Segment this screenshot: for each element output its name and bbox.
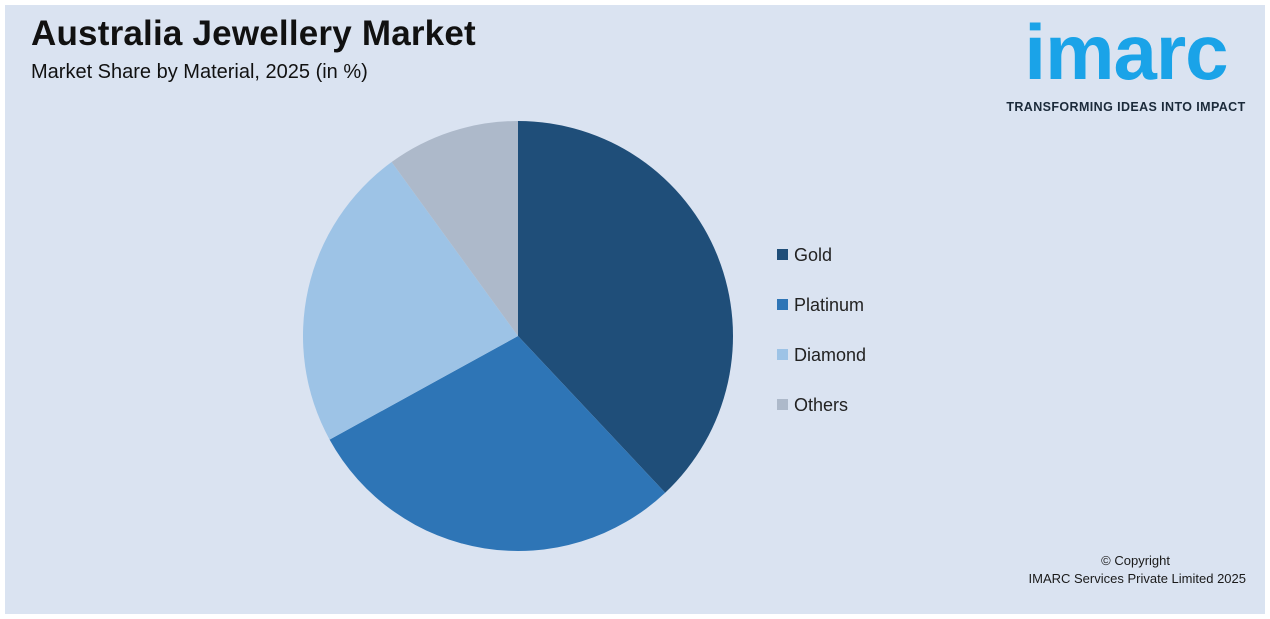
- legend-swatch-diamond: [777, 349, 788, 360]
- pie-slice-diamond: [302, 162, 518, 440]
- legend-label-others: Others: [794, 395, 848, 415]
- legend-label-gold: Gold: [794, 245, 832, 265]
- pie-slice-platinum: [329, 336, 666, 552]
- copyright-block: © Copyright IMARC Services Private Limit…: [1029, 552, 1246, 588]
- legend-swatch-gold: [777, 249, 788, 260]
- logo-wordmark: imarc: [1024, 8, 1228, 96]
- imarc-logo: imarc TRANSFORMING IDEAS INTO IMPACT: [1005, 11, 1255, 121]
- chart-title: Australia Jewellery Market: [31, 14, 476, 53]
- chart-legend: Gold Platinum Diamond Others: [777, 245, 866, 415]
- chart-subtitle: Market Share by Material, 2025 (in %): [31, 61, 368, 83]
- legend-label-diamond: Diamond: [794, 345, 866, 365]
- legend-swatch-others: [777, 399, 788, 410]
- logo-tagline: TRANSFORMING IDEAS INTO IMPACT: [1006, 100, 1246, 114]
- legend-label-platinum: Platinum: [794, 295, 864, 315]
- pie-slice-gold: [518, 121, 734, 493]
- copyright-company: IMARC Services Private Limited 2025: [1028, 571, 1246, 586]
- copyright-line: © Copyright: [1101, 553, 1170, 568]
- pie-slice-others: [391, 121, 518, 336]
- pie-slices: [302, 121, 734, 552]
- legend-swatch-platinum: [777, 299, 788, 310]
